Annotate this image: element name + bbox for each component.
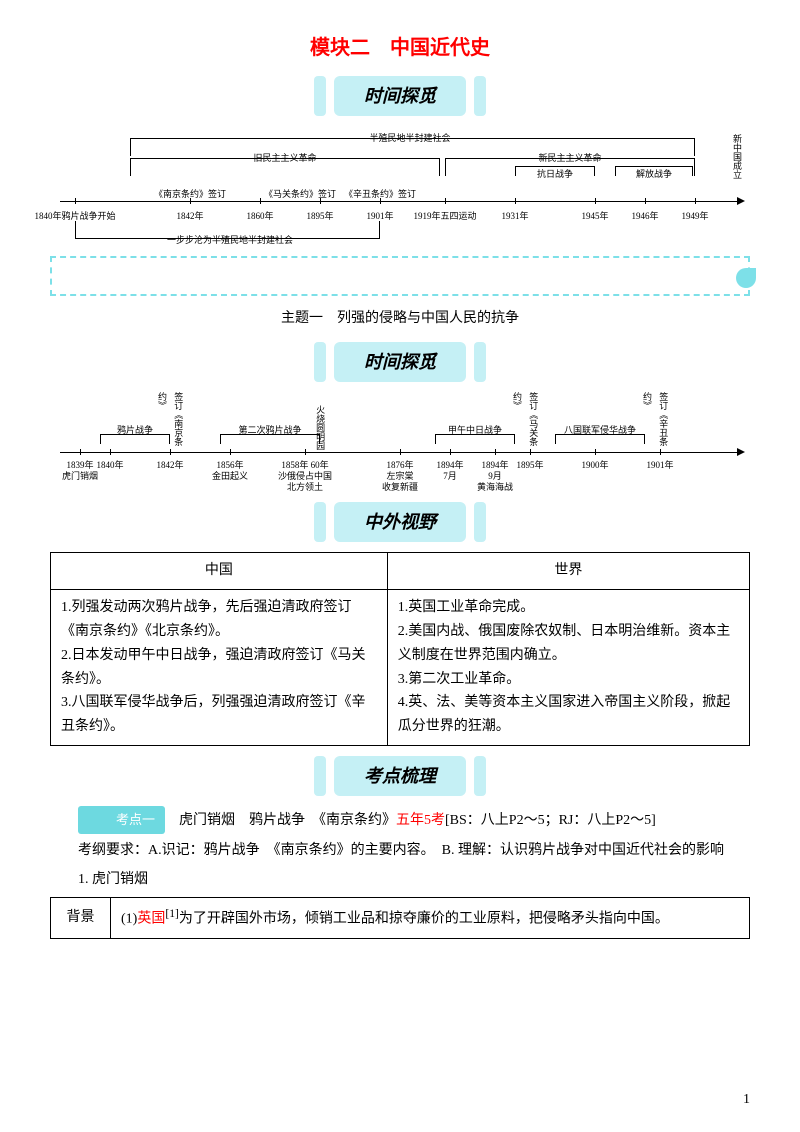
section-1: 1. 虎门销烟 [50, 867, 750, 892]
kaodian-1-line: 考点一 虎门销烟 鸦片战争 《南京条约》五年5考[BS：八上P2～5；RJ：八上… [50, 806, 750, 833]
th-china: 中国 [51, 553, 388, 590]
background-table: 背景 (1)英国[1]为了开辟国外市场，倾销工业品和掠夺廉价的工业原料，把侵略矛… [50, 897, 750, 938]
timeline-1: 半殖民地半封建社会旧民主主义革命新民主主义革命抗日战争解放战争《南京条约》签订《… [50, 126, 750, 246]
banner-points: 考点梳理 [50, 756, 750, 796]
banner-timeline: 时间探觅 [50, 76, 750, 116]
bg-label: 背景 [51, 898, 111, 938]
subtitle-topic1: 主题一 列强的侵略与中国人民的抗争 [50, 306, 750, 331]
td-world: 1.英国工业革命完成。2.美国内战、俄国废除农奴制、日本明治维新。资本主义制度在… [387, 590, 749, 746]
banner-timeline-2: 时间探觅 [50, 342, 750, 382]
kaodian-badge: 考点一 [78, 806, 165, 833]
dashed-separator [50, 256, 750, 296]
td-china: 1.列强发动两次鸦片战争，先后强迫清政府签订《南京条约》《北京条约》。2.日本发… [51, 590, 388, 746]
page-number: 1 [743, 1087, 750, 1112]
module-title: 模块二 中国近代史 [50, 30, 750, 66]
banner-perspective: 中外视野 [50, 502, 750, 542]
kaogang-req: 考纲要求：A.识记：鸦片战争 《南京条约》的主要内容。 B. 理解：认识鸦片战争… [50, 838, 750, 863]
comparison-table: 中国 世界 1.列强发动两次鸦片战争，先后强迫清政府签订《南京条约》《北京条约》… [50, 552, 750, 746]
th-world: 世界 [387, 553, 749, 590]
timeline-2: 鸦片战争第二次鸦片战争甲午中日战争八国联军侵华战争签订《南京条约》火烧圆明园签订… [50, 392, 750, 492]
bg-text: (1)英国[1]为了开辟国外市场，倾销工业品和掠夺廉价的工业原料，把侵略矛头指向… [111, 898, 750, 938]
